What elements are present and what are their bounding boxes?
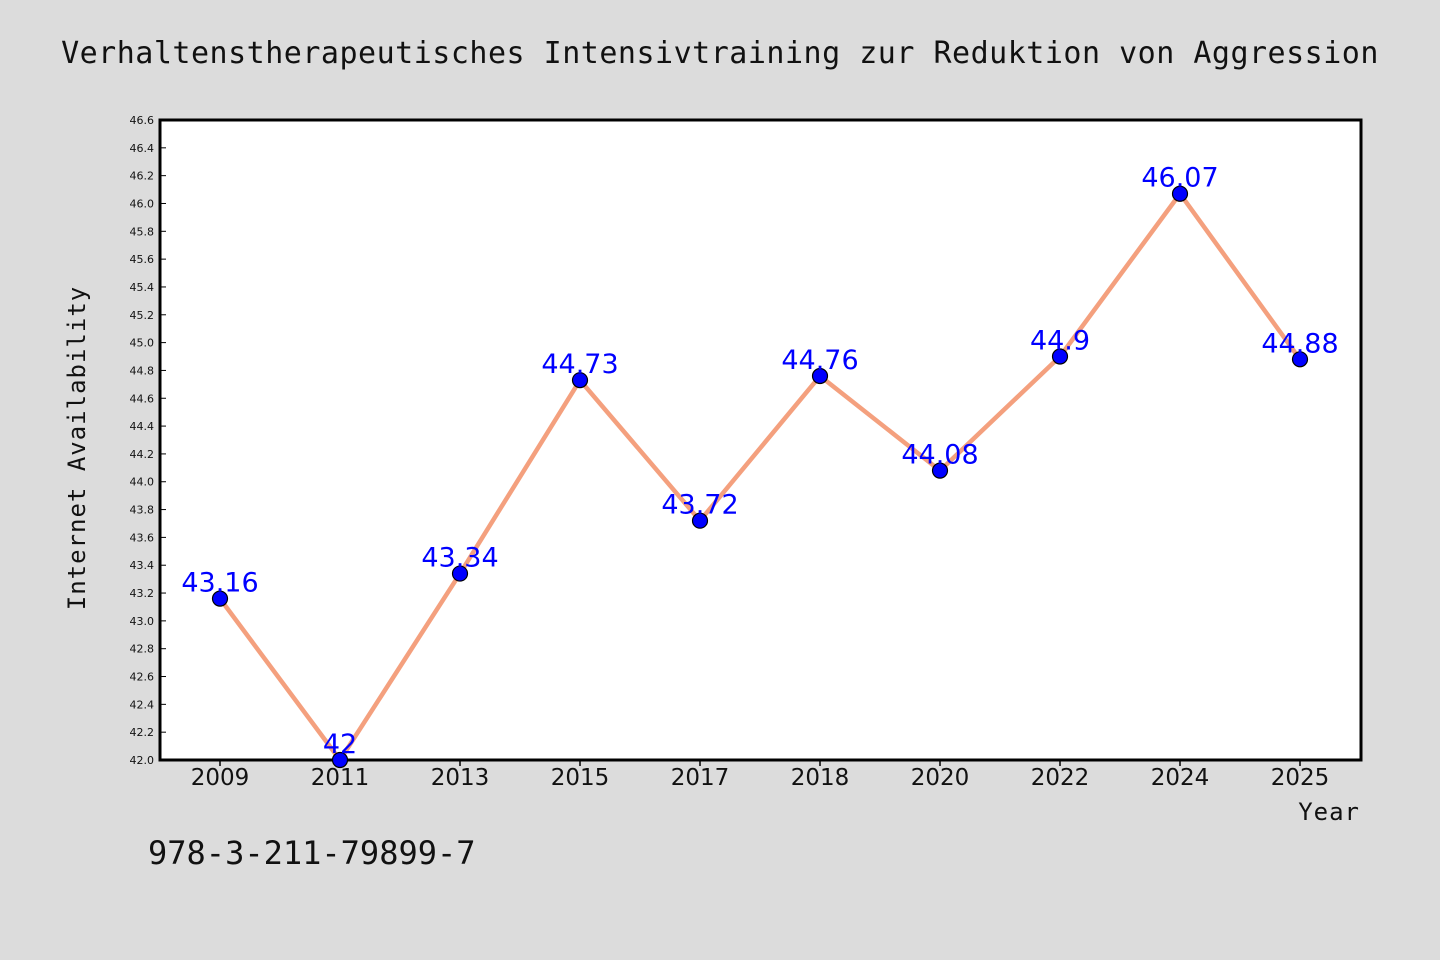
x-tick-label: 2025: [1271, 765, 1330, 791]
x-axis-label: Year: [1298, 798, 1360, 826]
data-point: [451, 565, 469, 582]
y-axis-ticks: 42.0 42.2 42.4 42.6 42.8 43.0 43.2 43.4 43.6 43.8…: [130, 114, 166, 767]
x-tick-label: 2017: [671, 765, 730, 791]
y-tick-label: 45.4: [130, 281, 155, 294]
data-label: 43.16: [181, 568, 258, 599]
data-point: [1051, 348, 1069, 365]
y-tick-label: 42.8: [130, 643, 155, 656]
x-tick-label: 2011: [311, 765, 370, 791]
y-tick-label: 44.6: [130, 392, 155, 405]
series-line-group: [211, 185, 1309, 769]
data-label: 44.76: [781, 345, 858, 376]
series-line: [218, 191, 1302, 763]
y-tick-label: 44.4: [130, 420, 155, 433]
y-tick-label: 44.2: [130, 448, 155, 461]
y-tick-label: 45.6: [130, 253, 155, 266]
data-label: 46.07: [1141, 163, 1218, 194]
data-point: [691, 512, 709, 529]
data-label: 44.9: [1030, 326, 1090, 357]
data-label: 44.73: [541, 349, 618, 380]
y-tick-label: 45.2: [130, 309, 155, 322]
y-tick-label: 43.4: [130, 559, 155, 572]
y-tick-label: 46.4: [130, 142, 155, 155]
x-tick-label: 2018: [791, 765, 850, 791]
data-point: [571, 372, 589, 389]
x-tick-label: 2022: [1031, 765, 1090, 791]
y-tick-label: 45.0: [130, 337, 155, 350]
y-tick-label: 43.0: [130, 615, 155, 628]
data-point: [931, 462, 949, 479]
x-tick-label: 2015: [551, 765, 610, 791]
x-tick-label: 2009: [191, 765, 250, 791]
y-tick-label: 46.6: [130, 114, 155, 127]
data-point: [1291, 351, 1309, 368]
data-point: [211, 590, 229, 607]
data-labels: 43.16 42 43.34 44.73 43.72 44.76 44.08 44.9 46.0…: [181, 163, 1338, 760]
plot-area: [158, 118, 1363, 762]
data-point: [1171, 185, 1189, 202]
y-tick-label: 42.0: [130, 754, 155, 767]
chart-title: Verhaltenstherapeutisches Intensivtraini…: [61, 36, 1379, 71]
data-point: [811, 367, 829, 385]
y-axis-label: Internet Availability: [63, 286, 91, 610]
y-tick-label: 43.2: [130, 587, 155, 600]
data-label: 43.72: [661, 490, 738, 521]
y-tick-label: 42.2: [130, 726, 155, 739]
y-tick-label: 43.8: [130, 504, 155, 517]
y-tick-label: 46.2: [130, 170, 155, 183]
data-point: [331, 751, 349, 769]
y-tick-label: 42.4: [130, 698, 155, 711]
y-tick-label: 44.8: [130, 364, 155, 377]
data-label: 43.34: [421, 543, 498, 574]
y-tick-label: 46.0: [130, 197, 155, 210]
y-tick-label: 45.8: [130, 225, 155, 238]
isbn-text: 978-3-211-79899-7: [148, 834, 476, 872]
data-label: 44.08: [901, 440, 978, 471]
x-tick-label: 2020: [911, 765, 970, 791]
data-label: 42: [323, 729, 357, 760]
x-tick-label: 2024: [1151, 765, 1210, 791]
x-tick-label: 2013: [431, 765, 490, 791]
y-tick-label: 44.0: [130, 476, 155, 489]
data-label: 44.88: [1261, 328, 1338, 359]
y-tick-label: 42.6: [130, 671, 155, 684]
y-tick-label: 43.6: [130, 531, 155, 544]
x-axis-ticks: 2009 2011 2013 2015 2017 2018 2020 2022 2024 2025: [191, 760, 1330, 791]
